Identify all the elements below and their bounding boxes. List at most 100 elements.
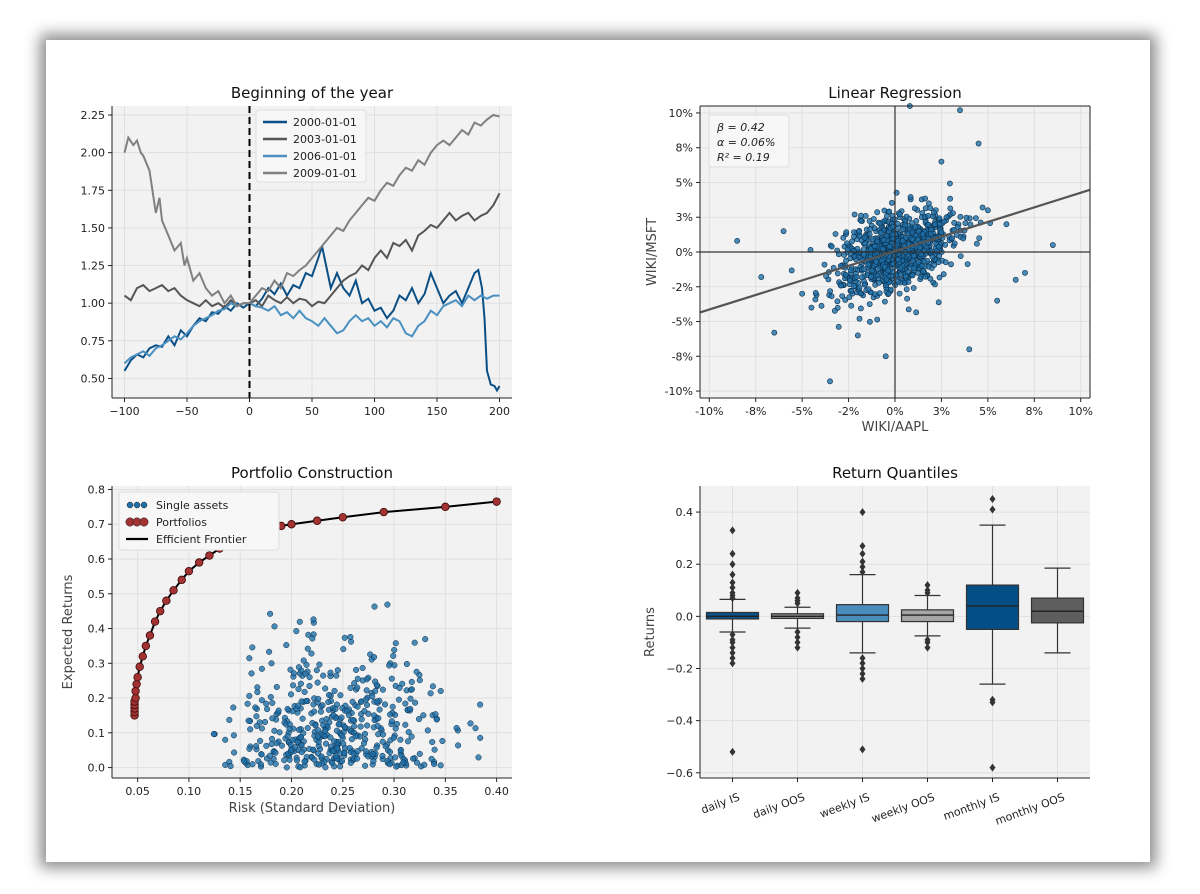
legend-swatch [140, 501, 148, 509]
data-point [886, 208, 893, 215]
portfolio-point [287, 520, 296, 529]
single-asset-point [311, 708, 318, 715]
data-point [843, 257, 849, 264]
data-point [834, 270, 841, 277]
single-asset-point [392, 754, 399, 761]
single-asset-point [310, 616, 317, 623]
outlier-marker [729, 659, 736, 668]
data-point [868, 273, 874, 280]
single-asset-point [431, 760, 438, 768]
single-asset-point [337, 692, 344, 699]
y-tick-label: 2.25 [81, 109, 106, 122]
data-point [920, 258, 927, 265]
data-point [938, 158, 945, 165]
figure-page: −100 −50 0 50 100 150 200 0.50 0.75 1.00 1.25 1.50 1… [46, 40, 1150, 862]
single-asset-point [408, 733, 415, 740]
line-chart: −100 −50 0 50 100 150 200 0.50 0.75 1.00 1.25 1.50 1… [81, 84, 512, 418]
single-asset-point [379, 752, 386, 759]
series-line-2003-01-01 [123, 192, 501, 310]
data-point [940, 271, 947, 278]
single-asset-point [273, 740, 280, 747]
single-asset-point [381, 701, 389, 708]
y-tick-label: 0.7 [88, 518, 106, 531]
data-point [903, 213, 910, 220]
single-asset-point [295, 726, 303, 733]
single-asset-point [341, 724, 348, 731]
y-axis-label: WIKI/MSFT [645, 218, 660, 286]
data-point [872, 291, 878, 298]
annotation-text: α = 0.06% [717, 136, 775, 149]
data-point [846, 294, 853, 301]
legend-swatch [139, 517, 149, 527]
single-asset-point [310, 701, 317, 708]
data-point [932, 281, 938, 288]
data-point [871, 243, 878, 250]
single-asset-point [354, 684, 361, 691]
portfolio-point [379, 507, 388, 517]
portfolio-point [338, 513, 347, 522]
single-asset-point [254, 689, 261, 696]
data-point [994, 297, 1001, 304]
single-asset-point [222, 736, 229, 743]
single-asset-point [382, 743, 389, 750]
single-asset-point [276, 729, 283, 736]
single-asset-point [420, 712, 427, 719]
data-point [854, 332, 861, 339]
data-point [873, 258, 880, 265]
data-point [858, 274, 865, 281]
single-asset-point [373, 681, 380, 689]
single-asset-point [281, 757, 288, 764]
single-asset-point [408, 686, 415, 693]
annotation-box: β = 0.42 α = 0.06% R² = 0.19 [708, 114, 790, 168]
y-tick-label: 1.25 [81, 260, 106, 273]
data-point [869, 267, 875, 274]
outlier-marker [729, 654, 736, 663]
data-point [947, 205, 954, 212]
outlier-marker [794, 633, 801, 642]
single-asset-point [263, 742, 270, 749]
data-point [962, 220, 969, 226]
data-point [882, 353, 889, 360]
single-asset-point [439, 737, 446, 745]
single-asset-point [268, 741, 275, 748]
portfolio-point [162, 596, 171, 605]
data-point [915, 259, 922, 266]
legend-frame [118, 491, 280, 551]
single-asset-point [375, 715, 382, 722]
data-point [909, 236, 916, 243]
single-asset-point [290, 682, 297, 689]
data-point [839, 293, 846, 299]
data-point [853, 274, 860, 280]
single-asset-point [415, 716, 423, 723]
outlier-marker [859, 674, 866, 683]
single-asset-point [340, 740, 347, 747]
single-asset-point [376, 706, 383, 713]
data-point [812, 296, 819, 303]
data-point [927, 205, 934, 211]
y-tick-label: 0% [676, 246, 693, 259]
outlier-marker [859, 659, 866, 668]
single-asset-point [302, 670, 309, 677]
data-point [947, 195, 953, 202]
y-tick-label: -5% [672, 316, 693, 329]
data-point [926, 200, 932, 207]
y-tick-label: 0.0 [88, 762, 106, 775]
single-asset-point [273, 683, 280, 691]
data-point [865, 261, 872, 268]
single-asset-point [326, 719, 333, 726]
single-asset-point [346, 745, 353, 752]
box-monthly-IS [965, 495, 1020, 772]
data-point [847, 267, 854, 274]
y-tick-label: 5% [676, 176, 693, 189]
single-asset-point [222, 761, 229, 768]
x-tick-label: daily IS [699, 791, 741, 817]
single-asset-point [271, 623, 278, 630]
data-point [950, 210, 956, 216]
single-asset-point [287, 691, 295, 698]
data-point [876, 279, 882, 286]
single-asset-point [267, 759, 274, 766]
x-tick-label: 0.05 [125, 785, 149, 798]
single-asset-point [314, 733, 322, 740]
single-asset-point [396, 684, 403, 691]
data-point [882, 263, 888, 270]
